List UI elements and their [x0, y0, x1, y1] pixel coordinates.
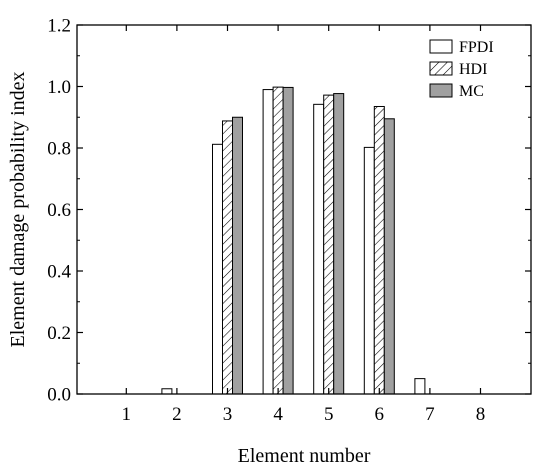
- y-tick-label: 1.2: [47, 16, 71, 37]
- bar-hdi-element-3: [222, 120, 233, 395]
- legend-label-fpdi: FPDI: [459, 39, 494, 56]
- bar-mc-element-5: [333, 93, 345, 395]
- axis-ticks: 0.0 0.2 0.4 0.6 0.8 1.0 1.2 1 2 3 4 5 6 7 8: [47, 16, 531, 425]
- bar-mc-element-4: [282, 86, 294, 395]
- y-tick-label: 0.6: [47, 200, 71, 221]
- legend-swatch-hdi: [429, 61, 453, 76]
- bar-mc-element-6: [383, 118, 395, 395]
- bar-fpdi-element-2: [161, 388, 173, 395]
- bar-hdi-element-6: [373, 105, 385, 395]
- x-tick-label: 6: [375, 404, 385, 425]
- bar-hdi-element-5: [323, 94, 335, 395]
- x-axis-label: Element number: [238, 445, 371, 467]
- bar-fpdi-element-6: [363, 146, 375, 395]
- x-tick-label: 7: [425, 404, 435, 425]
- plot-area-frame: [76, 24, 532, 395]
- bar-fpdi-element-7: [414, 378, 426, 395]
- x-tick-label: 4: [273, 404, 283, 425]
- x-tick-label: 5: [324, 404, 334, 425]
- legend-label-hdi: HDI: [459, 61, 487, 78]
- x-tick-label: 8: [476, 404, 486, 425]
- bars-layer: [161, 86, 426, 395]
- y-tick-label: 0.2: [47, 323, 71, 344]
- legend-swatch-mc: [429, 83, 453, 98]
- y-tick-label: 0.4: [47, 262, 71, 283]
- bar-hdi-element-4: [272, 86, 284, 395]
- bar-fpdi-element-4: [262, 89, 274, 395]
- x-tick-label: 2: [172, 404, 182, 425]
- bar-fpdi-element-5: [313, 103, 325, 395]
- y-axis-label: Element damage probability index: [7, 71, 29, 347]
- y-tick-label: 0.0: [47, 385, 71, 406]
- x-tick-label: 1: [122, 404, 132, 425]
- bar-fpdi-element-3: [212, 143, 223, 395]
- legend: FPDI HDI MC: [429, 39, 494, 100]
- bar-mc-element-3: [232, 116, 243, 395]
- legend-label-mc: MC: [459, 83, 484, 100]
- y-tick-label: 1.0: [47, 77, 71, 98]
- legend-swatch-fpdi: [429, 39, 453, 54]
- x-tick-label: 3: [223, 404, 233, 425]
- y-tick-label: 0.8: [47, 139, 71, 160]
